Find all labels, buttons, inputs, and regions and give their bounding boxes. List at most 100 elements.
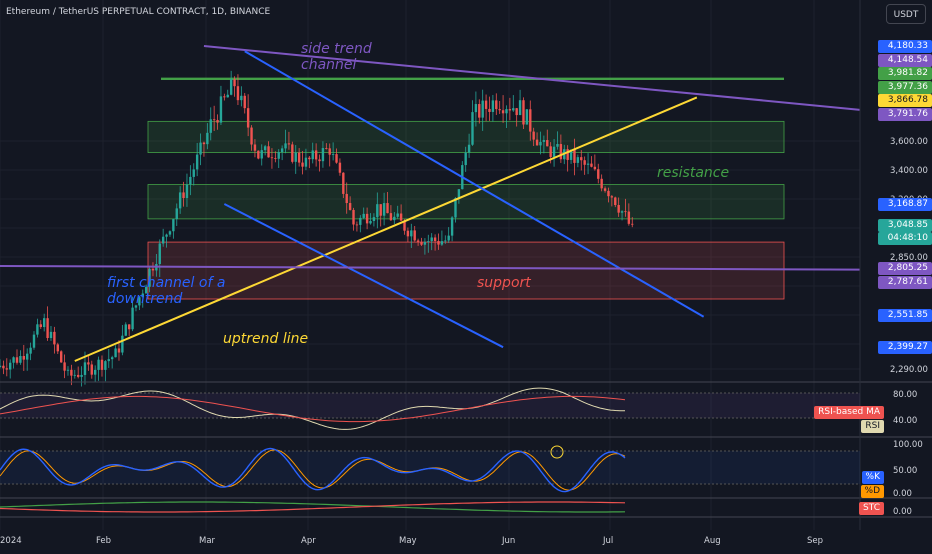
price-label: 2,551.85 bbox=[878, 309, 932, 322]
candle-body bbox=[29, 347, 32, 354]
candle-body bbox=[49, 331, 53, 339]
support-zone bbox=[147, 241, 785, 300]
first-channel-label-1: first channel of a bbox=[107, 275, 225, 291]
candles bbox=[0, 70, 634, 387]
price-label: 3,866.78 bbox=[878, 94, 932, 107]
candle-body bbox=[399, 213, 403, 221]
candle-body bbox=[447, 235, 450, 241]
candle-body bbox=[325, 148, 328, 149]
candle-body bbox=[522, 100, 525, 125]
candle-body bbox=[250, 127, 253, 145]
candle-body bbox=[542, 140, 546, 142]
stoch-tick: 0.00 bbox=[893, 489, 912, 499]
price-label: 3,048.85 bbox=[878, 219, 932, 232]
candle-body bbox=[573, 149, 576, 163]
rsi-panel bbox=[0, 387, 860, 430]
candle-body bbox=[580, 157, 583, 161]
candle-body bbox=[229, 79, 233, 95]
candle-body bbox=[226, 94, 229, 98]
candle-body bbox=[151, 268, 155, 271]
stoch-k-legend[interactable]: %K bbox=[861, 471, 884, 484]
indicator-axis: 80.00 40.00 100.00 50.00 0.00 0.00 bbox=[893, 390, 923, 517]
candle-body bbox=[32, 334, 36, 348]
candle-body bbox=[25, 353, 29, 360]
candle-body bbox=[556, 144, 559, 147]
chart-title: Ethereum / TetherUS PERPETUAL CONTRACT, … bbox=[6, 7, 271, 17]
candle-body bbox=[124, 324, 127, 336]
candle-body bbox=[97, 359, 100, 370]
candle-body bbox=[121, 335, 124, 353]
candle-body bbox=[393, 216, 396, 221]
candle-body bbox=[437, 241, 440, 245]
candle-body bbox=[433, 237, 437, 242]
candle-body bbox=[410, 230, 413, 237]
candle-body bbox=[267, 146, 270, 158]
candle-body bbox=[379, 204, 382, 216]
candle-body bbox=[362, 213, 365, 218]
candle-body bbox=[243, 95, 246, 109]
candle-body bbox=[593, 166, 597, 170]
stoch-panel bbox=[0, 445, 860, 493]
candle-body bbox=[80, 374, 83, 377]
candle-body bbox=[620, 211, 624, 213]
resistance-zone bbox=[147, 184, 785, 220]
candle-body bbox=[508, 109, 512, 111]
time-label: Apr bbox=[301, 536, 316, 546]
side-trend-label-1: side trend bbox=[301, 41, 372, 57]
candle-body bbox=[308, 157, 311, 160]
candle-body bbox=[131, 307, 134, 330]
stoch-d-legend[interactable]: %D bbox=[860, 485, 884, 498]
candle-body bbox=[178, 192, 182, 209]
candle-body bbox=[100, 359, 104, 370]
stc-legend[interactable]: STC bbox=[859, 502, 884, 515]
price-label: 3,168.87 bbox=[878, 198, 932, 211]
candle-body bbox=[498, 109, 501, 111]
price-label: 4,180.33 bbox=[878, 40, 932, 53]
candle-body bbox=[158, 243, 161, 264]
candle-body bbox=[501, 110, 505, 114]
candle-body bbox=[342, 172, 345, 194]
side-trend-label-2: channel bbox=[301, 57, 357, 73]
candle-body bbox=[576, 157, 580, 163]
trend-drawings[interactable] bbox=[0, 45, 861, 362]
candle-body bbox=[600, 178, 603, 189]
candle-body bbox=[566, 149, 569, 160]
time-label: Jul bbox=[602, 536, 613, 546]
candle-body bbox=[386, 203, 389, 214]
candle-body bbox=[335, 154, 338, 163]
currency-button[interactable]: USDT bbox=[886, 4, 926, 24]
candle-body bbox=[291, 144, 294, 162]
time-label: 2024 bbox=[0, 536, 22, 546]
candle-body bbox=[396, 213, 399, 217]
candle-body bbox=[223, 96, 226, 98]
candle-body bbox=[311, 150, 314, 160]
time-label: Jun bbox=[501, 536, 515, 546]
candle-body bbox=[56, 344, 59, 352]
candle-body bbox=[110, 357, 114, 360]
candle-body bbox=[189, 176, 192, 185]
candle-body bbox=[304, 157, 308, 167]
candle-body bbox=[515, 108, 518, 116]
candle-body bbox=[76, 374, 80, 377]
time-axis[interactable]: 2024 Feb Mar Apr May Jun Jul Aug Sep bbox=[0, 536, 823, 546]
candle-body bbox=[549, 146, 552, 157]
candle-body bbox=[382, 203, 386, 216]
candle-body bbox=[546, 140, 549, 147]
candle-body bbox=[70, 369, 73, 376]
rsi-legend[interactable]: RSI bbox=[861, 420, 884, 433]
rsi-ma-line bbox=[0, 395, 626, 423]
candle-body bbox=[19, 356, 22, 363]
uptrend-label: uptrend line bbox=[223, 331, 308, 347]
rsi-ma-legend[interactable]: RSI-based MA bbox=[814, 406, 884, 419]
candle-body bbox=[406, 230, 410, 237]
candle-body bbox=[359, 217, 362, 225]
rsi-tick: 80.00 bbox=[893, 390, 917, 400]
candle-body bbox=[168, 231, 172, 235]
candle-body bbox=[2, 365, 5, 369]
candle-body bbox=[195, 154, 199, 170]
price-tick: 2,850.00 bbox=[890, 253, 928, 263]
candle-body bbox=[583, 160, 586, 165]
candle-body bbox=[345, 193, 348, 204]
candle-body bbox=[12, 357, 15, 363]
